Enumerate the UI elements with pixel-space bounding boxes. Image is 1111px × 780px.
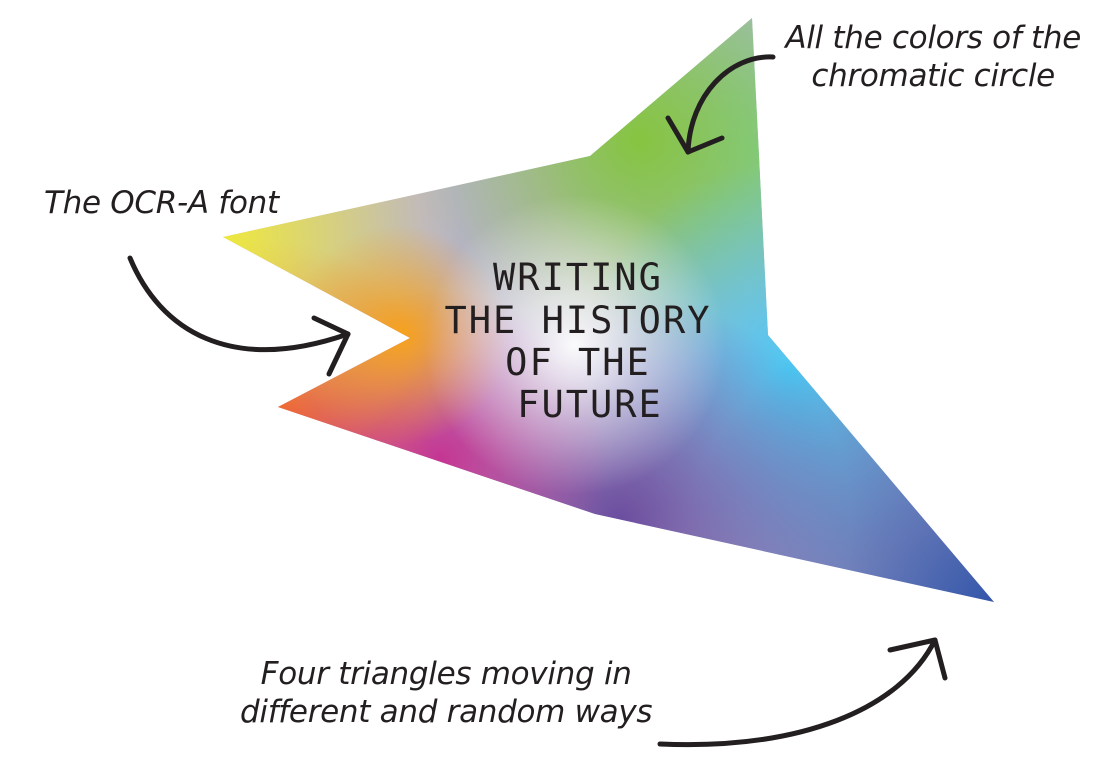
logo-text: WRITING THE HISTORY OF THE FUTURE: [444, 256, 711, 426]
annotation-colors: All the colors of the chromatic circle: [785, 19, 1081, 95]
annotation-triangles-line-1: Four triangles moving in: [260, 656, 632, 692]
logo-line-1: WRITING: [493, 256, 663, 299]
annotation-triangles-line-2: different and random ways: [240, 694, 653, 730]
annotation-colors-line-1: All the colors of the: [785, 20, 1081, 56]
arrow-font: [127, 255, 351, 377]
arrow-triangles: [657, 637, 948, 748]
arrow-colors: [665, 54, 776, 155]
logo-line-2: THE HISTORY: [444, 299, 711, 342]
logo-line-3: OF THE: [505, 341, 651, 384]
annotation-font: The OCR-A font: [44, 185, 279, 221]
logo-line-4: FUTURE: [517, 383, 663, 426]
annotation-triangles: Four triangles moving in different and r…: [240, 655, 653, 731]
annotation-colors-line-2: chromatic circle: [811, 58, 1055, 94]
